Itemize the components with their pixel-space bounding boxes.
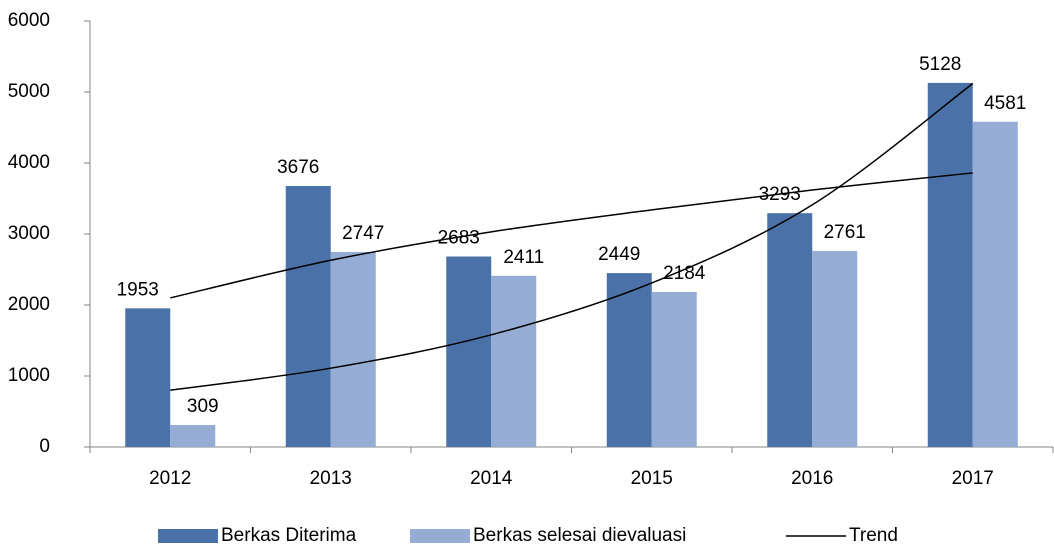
data-label: 2411 — [503, 247, 544, 268]
bar — [491, 275, 537, 447]
x-tick-label: 2016 — [791, 468, 833, 489]
data-label: 2683 — [438, 228, 480, 249]
bar — [651, 291, 697, 447]
y-tick-label: 3000 — [8, 223, 50, 244]
bar — [285, 186, 331, 447]
legend-swatch — [410, 529, 470, 543]
bar — [927, 82, 973, 448]
data-label: 2761 — [824, 222, 866, 243]
legend-label: Berkas Diterima — [221, 525, 357, 546]
bar — [446, 256, 492, 447]
bar — [812, 250, 858, 447]
bar — [125, 308, 171, 447]
y-tick-label: 2000 — [8, 294, 50, 315]
x-tick-label: 2015 — [631, 468, 673, 489]
data-label: 5128 — [919, 54, 961, 75]
x-tick-label: 2017 — [952, 468, 994, 489]
trend-line — [170, 82, 974, 391]
bar — [170, 425, 216, 447]
bar — [767, 213, 813, 447]
trend-line — [170, 172, 973, 299]
x-tick-label: 2014 — [470, 468, 513, 489]
legend-label: Berkas selesai dievaluasi — [473, 525, 686, 546]
bar — [972, 121, 1018, 448]
data-label: 4581 — [984, 93, 1026, 114]
data-label: 3676 — [277, 157, 319, 178]
data-label: 2449 — [598, 244, 640, 265]
bar — [330, 251, 376, 447]
bar — [606, 273, 652, 447]
legend-swatch — [158, 529, 218, 543]
x-tick-label: 2012 — [149, 468, 191, 489]
y-tick-label: 1000 — [8, 365, 50, 386]
y-tick-label: 0 — [39, 436, 50, 457]
y-tick-label: 4000 — [8, 152, 50, 173]
data-label: 1953 — [117, 279, 159, 300]
y-tick-label: 6000 — [8, 10, 50, 31]
data-label: 2747 — [342, 223, 384, 244]
legend-label: Trend — [849, 525, 898, 546]
data-label: 2184 — [663, 263, 706, 284]
data-label: 309 — [187, 396, 219, 417]
y-tick-label: 5000 — [8, 81, 50, 102]
x-tick-label: 2013 — [310, 468, 352, 489]
